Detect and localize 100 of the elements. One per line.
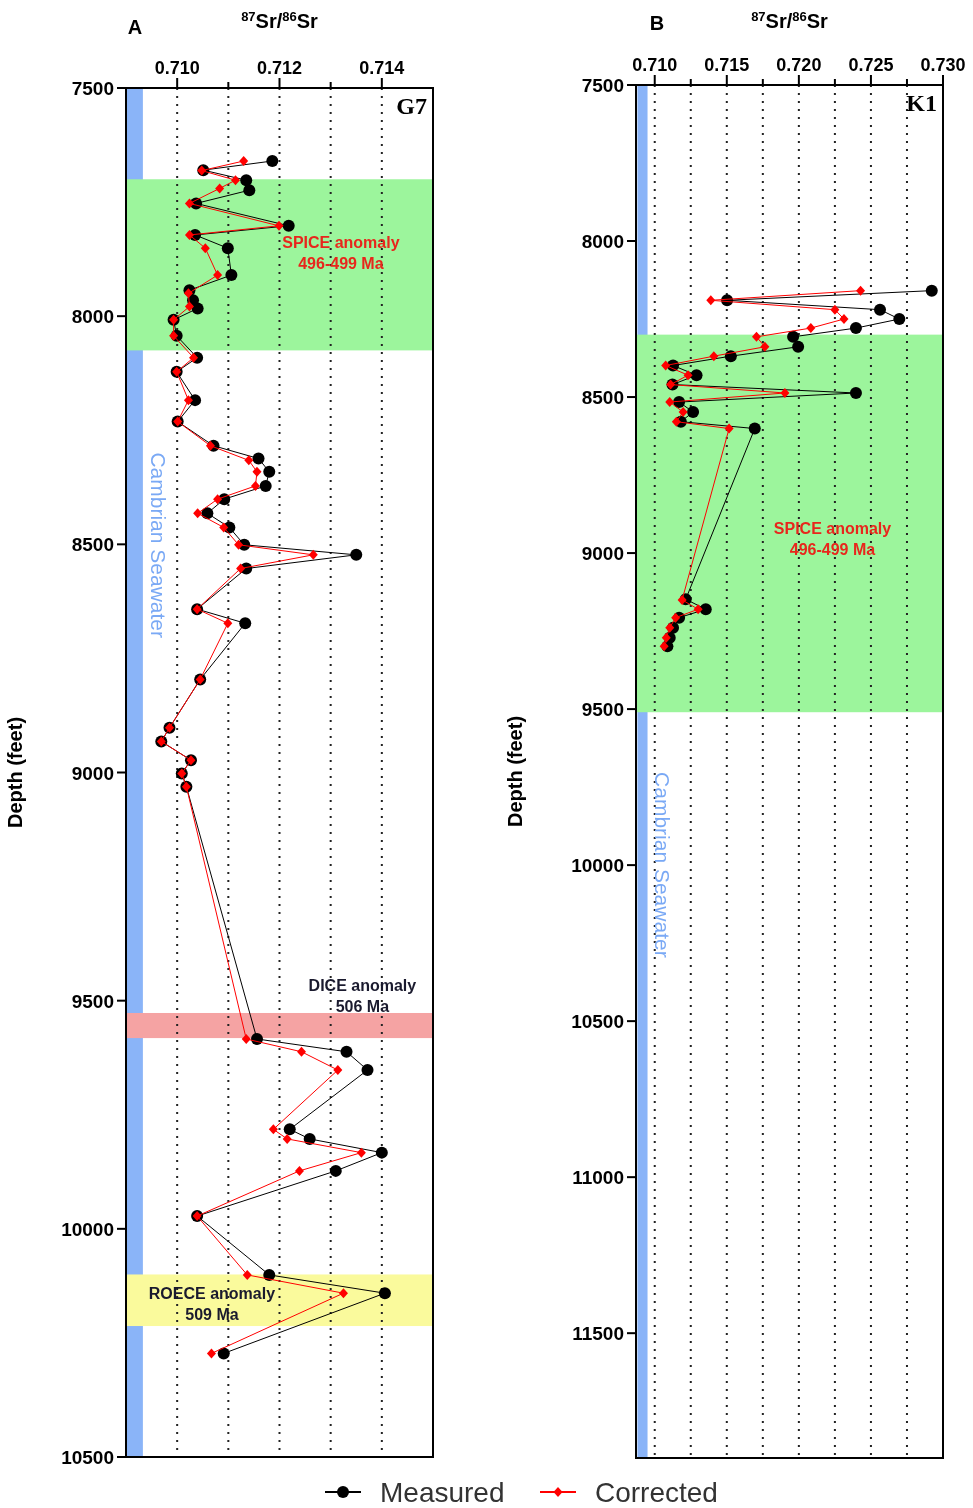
point <box>856 285 866 296</box>
y-tick-label: 10500 <box>61 1447 114 1468</box>
point <box>252 466 262 477</box>
point <box>219 522 229 533</box>
point <box>252 452 265 465</box>
y-tick-label: 9000 <box>71 762 114 784</box>
x-axis-title: $^{87}$Sr/$^{86}$Sr <box>241 8 319 32</box>
y-tick-label: 10000 <box>61 1218 114 1240</box>
point <box>338 1288 348 1299</box>
point <box>356 1147 366 1158</box>
x-tick-label: 0.720 <box>776 55 822 75</box>
point <box>236 563 246 574</box>
point <box>213 270 223 281</box>
point <box>699 603 712 616</box>
x-tick-label: 0.710 <box>632 55 678 75</box>
point <box>830 304 840 315</box>
point <box>183 395 193 406</box>
y-tick-label: 7500 <box>581 75 624 96</box>
point <box>677 594 687 605</box>
point <box>665 397 675 408</box>
x-tick-label: 0.712 <box>256 58 303 78</box>
point <box>223 618 233 629</box>
point <box>849 322 862 335</box>
point <box>661 632 671 643</box>
band-label: Cambrian Seawater <box>650 772 674 958</box>
point <box>350 548 363 561</box>
annotation: K1 <box>906 90 937 116</box>
point <box>184 229 194 240</box>
point <box>215 183 225 194</box>
point <box>200 243 210 254</box>
point <box>240 174 253 187</box>
point <box>297 1046 306 1057</box>
chart-title: B <box>649 12 665 34</box>
y-tick-label: 8000 <box>71 306 114 328</box>
y-tick-label: 10000 <box>571 855 624 877</box>
point <box>760 341 770 352</box>
point <box>378 1287 391 1300</box>
band-label: SPICE anomaly 496-499 Ma <box>773 519 892 558</box>
point <box>780 387 790 398</box>
x-tick-label: 0.714 <box>359 58 405 78</box>
point <box>259 479 272 492</box>
point <box>849 386 862 399</box>
band-label: DICE anomaly 506 Ma <box>308 977 417 1016</box>
point <box>231 175 240 186</box>
point <box>671 612 681 623</box>
point <box>239 156 249 167</box>
point <box>751 331 761 342</box>
x-tick-label: 0.730 <box>920 55 966 75</box>
y-tick-label: 9000 <box>581 543 624 565</box>
y-tick-label: 9500 <box>581 699 624 721</box>
y-tick-label: 8000 <box>581 231 624 253</box>
point <box>308 549 318 560</box>
point <box>183 288 193 299</box>
chart-title: A <box>127 16 143 38</box>
y-tick-label: 10500 <box>571 1011 624 1033</box>
point <box>263 465 276 478</box>
point <box>839 314 849 325</box>
legend-label: Corrected <box>595 1477 718 1508</box>
x-tick-label: 0.715 <box>704 55 750 75</box>
point <box>282 219 295 232</box>
point <box>340 1045 353 1058</box>
y-tick-label: 11500 <box>572 1323 624 1345</box>
point <box>274 220 284 231</box>
point <box>665 622 675 633</box>
y-axis-title: Depth (feet) <box>4 716 26 829</box>
point <box>678 407 688 418</box>
band-label: SPICE anomaly 496-499 Ma <box>282 233 400 272</box>
band-label: Cambrian Seawater <box>146 452 170 639</box>
point <box>787 330 800 343</box>
point <box>687 406 700 419</box>
point <box>217 1347 230 1360</box>
y-tick-label: 11000 <box>572 1167 624 1189</box>
point <box>690 369 703 382</box>
point <box>724 423 734 434</box>
point <box>361 1064 374 1077</box>
point <box>925 284 938 297</box>
y-axis-title: Depth (feet) <box>504 715 526 828</box>
legend-label: Measured <box>380 1477 505 1508</box>
point <box>243 184 256 197</box>
point <box>213 494 223 505</box>
point <box>706 295 716 306</box>
point <box>225 269 238 282</box>
point <box>806 323 816 334</box>
point <box>234 539 244 550</box>
point <box>661 360 671 371</box>
point <box>375 1146 388 1159</box>
point <box>169 330 179 341</box>
point <box>792 340 805 353</box>
point <box>266 155 279 168</box>
y-tick-label: 8500 <box>581 387 624 409</box>
point <box>184 301 194 312</box>
point <box>283 1123 296 1136</box>
point <box>709 351 719 362</box>
point <box>893 313 906 326</box>
point <box>329 1164 342 1177</box>
x-axis-title: $^{87}$Sr/$^{86}$Sr <box>751 8 829 32</box>
y-tick-label: 8500 <box>71 534 114 556</box>
x-tick-label: 0.710 <box>154 58 200 78</box>
point <box>221 242 234 255</box>
point <box>693 604 703 615</box>
